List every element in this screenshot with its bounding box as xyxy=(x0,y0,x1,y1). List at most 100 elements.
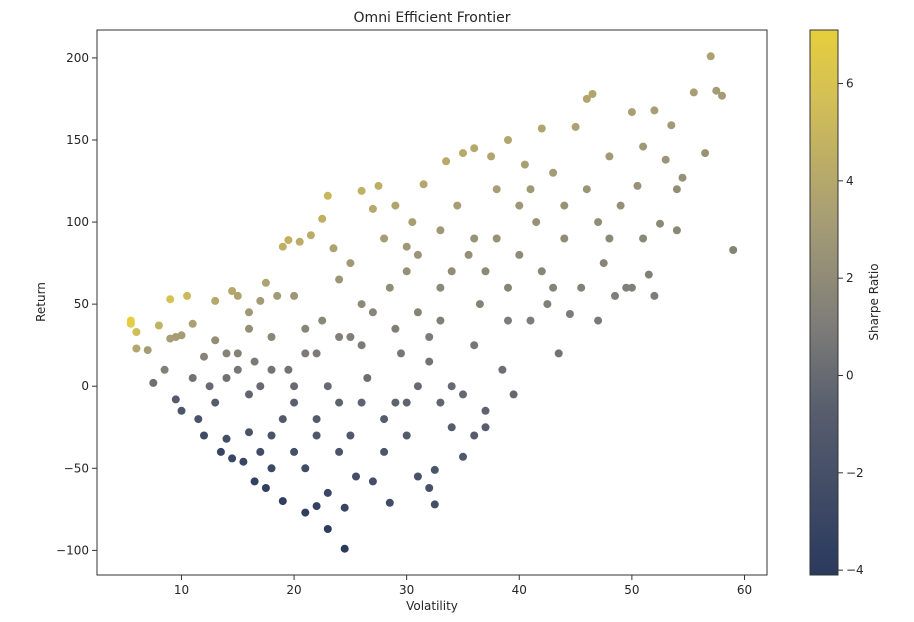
scatter-point xyxy=(323,525,332,533)
scatter-point xyxy=(656,219,664,228)
scatter-point xyxy=(183,291,192,300)
scatter-point xyxy=(515,201,524,210)
colorbar-tick-label: −4 xyxy=(846,563,864,577)
scatter-point xyxy=(413,472,422,481)
scatter-point xyxy=(672,185,681,194)
scatter-point xyxy=(464,250,473,259)
x-tick-label: 30 xyxy=(399,583,414,597)
scatter-point xyxy=(267,333,276,341)
scatter-point xyxy=(256,382,265,391)
scatter-point xyxy=(357,341,366,350)
scatter-point xyxy=(436,226,445,235)
scatter-point xyxy=(571,122,580,131)
scatter-point xyxy=(605,152,614,161)
scatter-point xyxy=(436,398,445,407)
colorbar-label: Sharpe Ratio xyxy=(867,263,881,340)
y-tick-label: 150 xyxy=(66,133,89,147)
colorbar-ticks: −4 −2 0 2 4 6 xyxy=(838,77,864,577)
y-tick-label: 50 xyxy=(74,297,89,311)
scatter-point xyxy=(520,160,529,169)
scatter-point xyxy=(335,447,344,456)
scatter-point xyxy=(661,155,670,164)
scatter-point xyxy=(312,431,321,440)
scatter-point xyxy=(346,259,355,268)
colorbar-tick-label: 2 xyxy=(846,271,854,285)
scatter-point xyxy=(245,324,253,333)
scatter-point xyxy=(211,296,220,305)
colorbar-tick-label: −2 xyxy=(846,466,864,480)
scatter-point xyxy=(374,181,383,190)
scatter-point xyxy=(498,365,507,374)
scatter-point xyxy=(470,341,479,350)
scatter-point xyxy=(166,295,175,304)
scatter-point xyxy=(577,283,586,292)
scatter-point xyxy=(718,91,726,100)
scatter-point xyxy=(188,374,197,382)
scatter-point xyxy=(267,464,276,473)
scatter-point xyxy=(211,398,220,407)
scatter-point xyxy=(256,296,265,305)
scatter-point xyxy=(492,234,501,243)
scatter-point xyxy=(616,201,625,210)
scatter-point xyxy=(368,308,377,317)
y-axis-label: Return xyxy=(34,282,48,322)
scatter-point xyxy=(194,415,203,424)
scatter-point xyxy=(149,378,158,387)
scatter-point xyxy=(177,406,186,415)
scatter-point xyxy=(200,431,208,440)
scatter-point xyxy=(419,180,428,189)
scatter-point xyxy=(537,267,546,276)
scatter-point xyxy=(599,259,608,268)
scatter-point xyxy=(430,465,439,474)
scatter-point xyxy=(143,346,152,355)
scatter-point xyxy=(413,308,422,317)
scatter-point xyxy=(323,191,332,200)
scatter-point xyxy=(222,349,231,358)
scatter-point xyxy=(290,382,299,391)
scatter-point xyxy=(504,136,512,144)
scatter-point xyxy=(301,508,310,517)
scatter-point xyxy=(436,283,445,292)
chart-title: Omni Efficient Frontier xyxy=(354,10,511,26)
scatter-point xyxy=(712,86,721,95)
scatter-point xyxy=(340,544,349,553)
scatter-point xyxy=(447,382,456,391)
scatter-point xyxy=(346,431,355,440)
scatter-point xyxy=(627,108,636,117)
x-tick-label: 20 xyxy=(286,583,301,597)
scatter-point xyxy=(605,234,614,243)
scatter-point xyxy=(284,365,293,374)
scatter-point xyxy=(459,390,467,399)
scatter-point xyxy=(667,121,676,130)
y-tick-label: −50 xyxy=(64,461,89,475)
scatter-point xyxy=(481,267,490,276)
y-tick-label: 200 xyxy=(66,51,89,65)
scatter-point xyxy=(329,244,338,253)
scatter-point xyxy=(239,457,248,466)
scatter-point xyxy=(323,488,332,497)
scatter-point xyxy=(470,234,479,243)
scatter-point xyxy=(504,316,512,325)
scatter-point xyxy=(509,390,518,399)
scatter-point xyxy=(335,398,344,407)
scatter-point xyxy=(188,319,197,328)
scatter-point xyxy=(436,316,445,325)
scatter-point xyxy=(228,454,237,463)
scatter-point xyxy=(582,185,591,194)
scatter-point xyxy=(689,88,698,97)
scatter-point xyxy=(611,291,619,300)
scatter-point xyxy=(447,267,456,276)
scatter-point xyxy=(425,357,434,366)
scatter-point xyxy=(639,142,648,151)
scatter-point xyxy=(425,333,434,341)
points-layer xyxy=(126,52,738,553)
scatter-point xyxy=(526,185,535,194)
scatter-point xyxy=(481,423,490,432)
scatter-point xyxy=(211,336,220,345)
scatter-point xyxy=(352,472,360,481)
scatter-point xyxy=(290,291,299,300)
plot-frame xyxy=(96,29,768,576)
scatter-point xyxy=(706,52,715,61)
scatter-point xyxy=(368,477,377,486)
scatter-point xyxy=(413,250,422,259)
